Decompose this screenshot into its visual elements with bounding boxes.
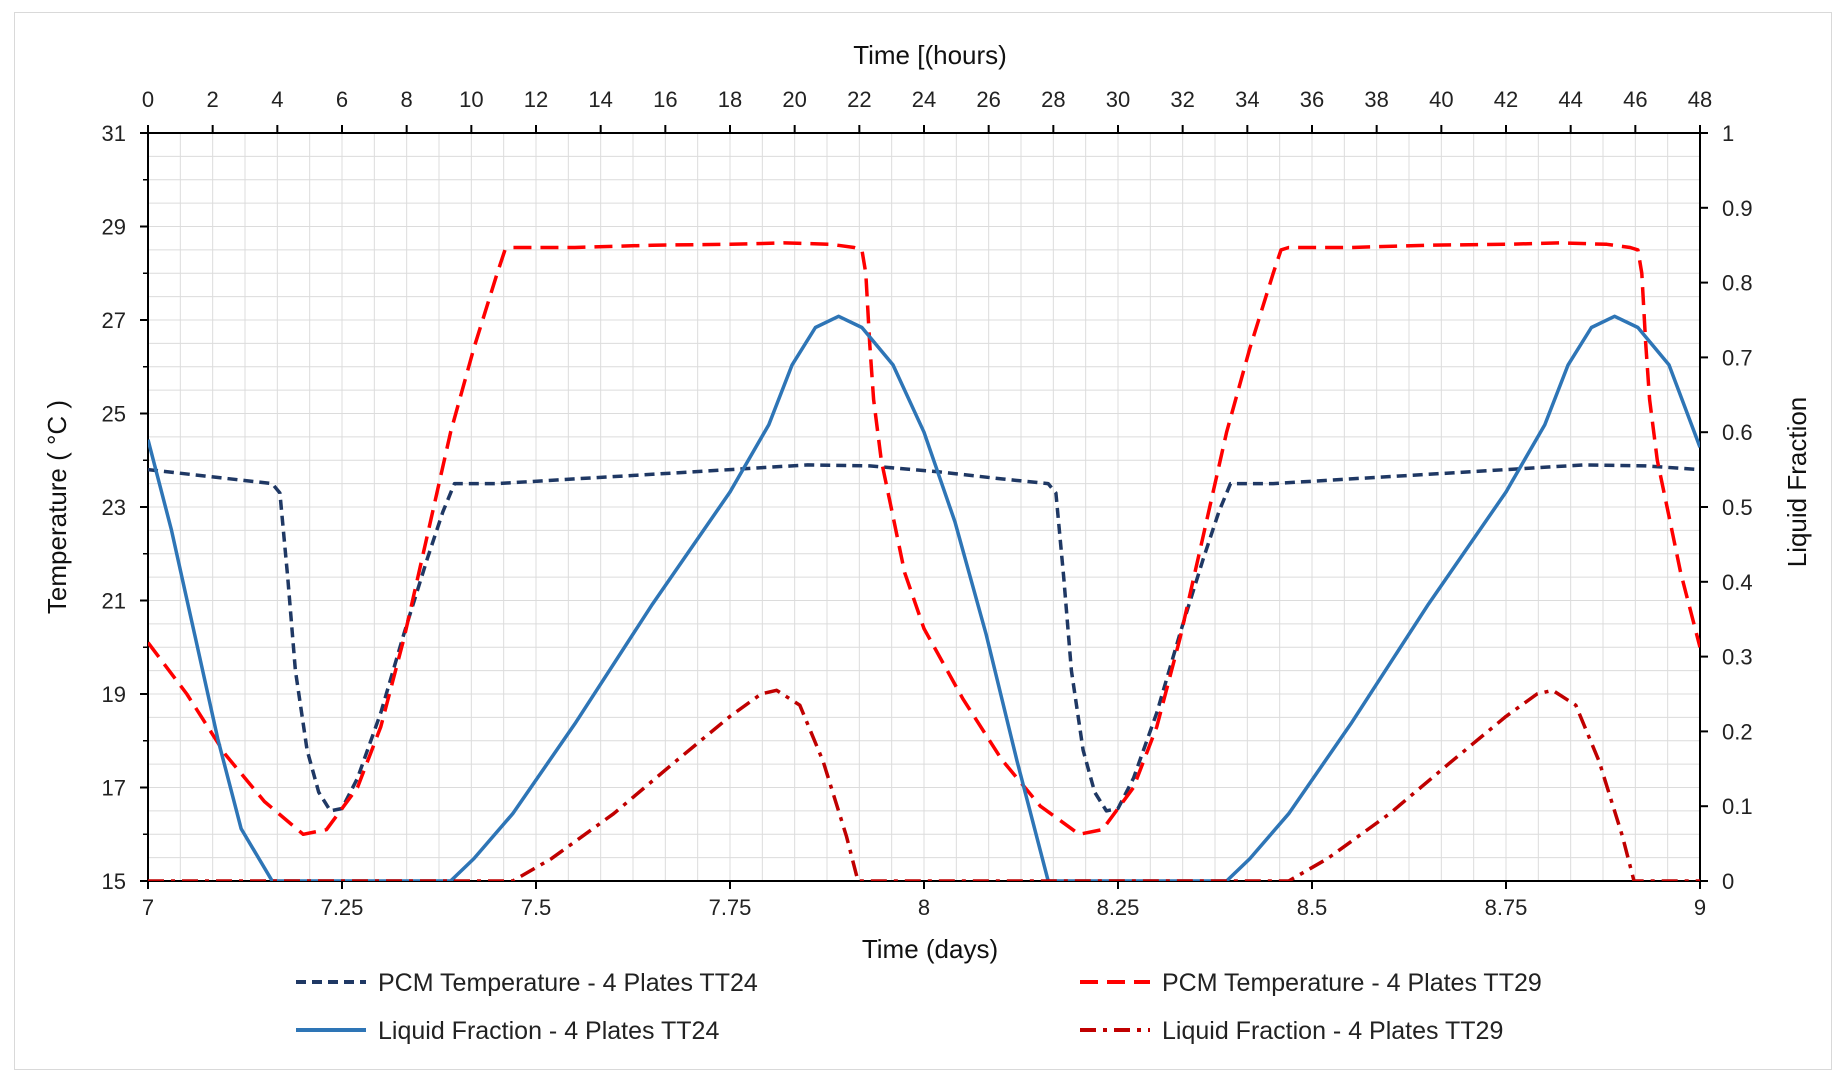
x2-tick-label: 38 xyxy=(1364,87,1388,112)
x2-tick-label: 42 xyxy=(1494,87,1518,112)
x2-tick-label: 18 xyxy=(718,87,742,112)
x2-tick-label: 34 xyxy=(1235,87,1259,112)
y2-tick-label: 0.9 xyxy=(1722,196,1753,221)
x-tick-label: 8 xyxy=(918,895,930,920)
x-tick-label: 8.25 xyxy=(1097,895,1140,920)
series-line-1 xyxy=(148,241,1700,837)
y-tick-label: 25 xyxy=(102,402,126,427)
x2-tick-label: 24 xyxy=(912,87,936,112)
y2-tick-label: 0.5 xyxy=(1722,495,1753,520)
gridlines xyxy=(148,133,1700,881)
y-tick-label: 15 xyxy=(102,869,126,894)
legend-label-pcm-temp-tt29: PCM Temperature - 4 Plates TT29 xyxy=(1162,969,1542,997)
y2-tick-label: 1 xyxy=(1722,121,1734,146)
x-tick-label: 7 xyxy=(142,895,154,920)
legend-label-pcm-temp-tt24: PCM Temperature - 4 Plates TT24 xyxy=(378,969,758,997)
x2-tick-label: 46 xyxy=(1623,87,1647,112)
x2-tick-label: 30 xyxy=(1106,87,1130,112)
x2-tick-label: 14 xyxy=(588,87,612,112)
y2-axis-title: Liquid Fraction xyxy=(1782,397,1812,568)
x2-tick-label: 36 xyxy=(1300,87,1324,112)
y2-tick-label: 0.6 xyxy=(1722,420,1753,445)
x2-tick-label: 20 xyxy=(782,87,806,112)
x2-tick-label: 28 xyxy=(1041,87,1065,112)
x2-tick-label: 26 xyxy=(976,87,1000,112)
y-tick-label: 19 xyxy=(102,682,126,707)
series-line-2 xyxy=(148,314,1700,881)
x2-tick-label: 22 xyxy=(847,87,871,112)
y2-tick-label: 0.7 xyxy=(1722,345,1753,370)
legend-label-liquid-fraction-tt24: Liquid Fraction - 4 Plates TT24 xyxy=(378,1017,719,1045)
x2-tick-label: 32 xyxy=(1170,87,1194,112)
x2-axis-title: Time [(hours) xyxy=(853,40,1007,70)
y-tick-label: 17 xyxy=(102,776,126,801)
legend: PCM Temperature - 4 Plates TT24 PCM Temp… xyxy=(296,969,1542,1045)
x-tick-label: 8.5 xyxy=(1297,895,1328,920)
x-tick-label: 8.75 xyxy=(1485,895,1528,920)
x-tick-label: 7.75 xyxy=(709,895,752,920)
x2-tick-label: 40 xyxy=(1429,87,1453,112)
tick-labels: 7 7.25 7.5 7.75 8 8.25 8.5 8.75 90 2 4 6 8 10 12 14 16 18… xyxy=(102,87,1753,920)
y2-tick-label: 0.3 xyxy=(1722,645,1753,670)
y2-tick-label: 0.2 xyxy=(1722,719,1753,744)
x-tick-label: 9 xyxy=(1694,895,1706,920)
y2-tick-label: 0.8 xyxy=(1722,271,1753,296)
x2-tick-label: 2 xyxy=(207,87,219,112)
x2-tick-label: 16 xyxy=(653,87,677,112)
y2-tick-label: 0.4 xyxy=(1722,570,1753,595)
x-tick-label: 7.25 xyxy=(321,895,364,920)
x2-tick-label: 8 xyxy=(401,87,413,112)
x2-tick-label: 0 xyxy=(142,87,154,112)
legend-label-liquid-fraction-tt29: Liquid Fraction - 4 Plates TT29 xyxy=(1162,1017,1503,1045)
y-tick-label: 21 xyxy=(102,589,126,614)
y-tick-label: 23 xyxy=(102,495,126,520)
y-axis-title: Temperature ( °C ) xyxy=(42,400,72,614)
chart-frame xyxy=(14,12,1832,1070)
y-tick-label: 29 xyxy=(102,215,126,240)
y-tick-label: 31 xyxy=(102,121,126,146)
x2-tick-label: 12 xyxy=(524,87,548,112)
x-axis-title: Time (days) xyxy=(862,934,998,964)
y-tick-label: 27 xyxy=(102,308,126,333)
x2-tick-label: 4 xyxy=(271,87,283,112)
series-line-3 xyxy=(148,688,1700,881)
x2-tick-label: 6 xyxy=(336,87,348,112)
y2-tick-label: 0.1 xyxy=(1722,794,1753,819)
series-group xyxy=(148,241,1700,881)
x2-tick-label: 48 xyxy=(1688,87,1712,112)
x2-tick-label: 44 xyxy=(1558,87,1582,112)
x2-tick-label: 10 xyxy=(459,87,483,112)
y2-tick-label: 0 xyxy=(1722,869,1734,894)
axes xyxy=(140,125,1708,889)
x-tick-label: 7.5 xyxy=(521,895,552,920)
